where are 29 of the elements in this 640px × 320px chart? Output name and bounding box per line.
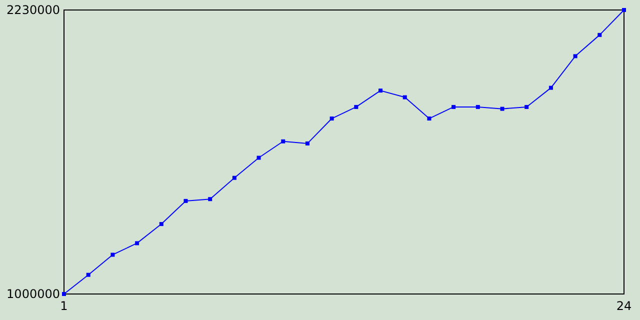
point (86, 272, 90, 277)
point (110, 252, 115, 257)
point (184, 198, 188, 203)
x-tick-label: 1 (60, 299, 68, 313)
point (62, 292, 66, 296)
point (232, 176, 236, 180)
x-tick-label: 24 (616, 299, 632, 313)
point (524, 104, 529, 109)
point (256, 156, 261, 160)
point (281, 139, 286, 144)
y-tick-label: 1000000 (6, 287, 60, 302)
point (427, 116, 432, 121)
point (330, 116, 334, 121)
point (402, 95, 407, 100)
point (500, 106, 504, 111)
point (378, 88, 383, 93)
point (452, 104, 456, 109)
point (476, 104, 480, 109)
point (135, 241, 140, 246)
point (573, 54, 578, 58)
point (548, 86, 553, 90)
point (622, 8, 626, 12)
point (354, 104, 358, 109)
line-series (62, 8, 626, 296)
point (159, 222, 164, 226)
y-tick-label: 2230000 (6, 3, 60, 18)
point (208, 197, 212, 202)
point (598, 32, 602, 37)
point (305, 141, 310, 146)
